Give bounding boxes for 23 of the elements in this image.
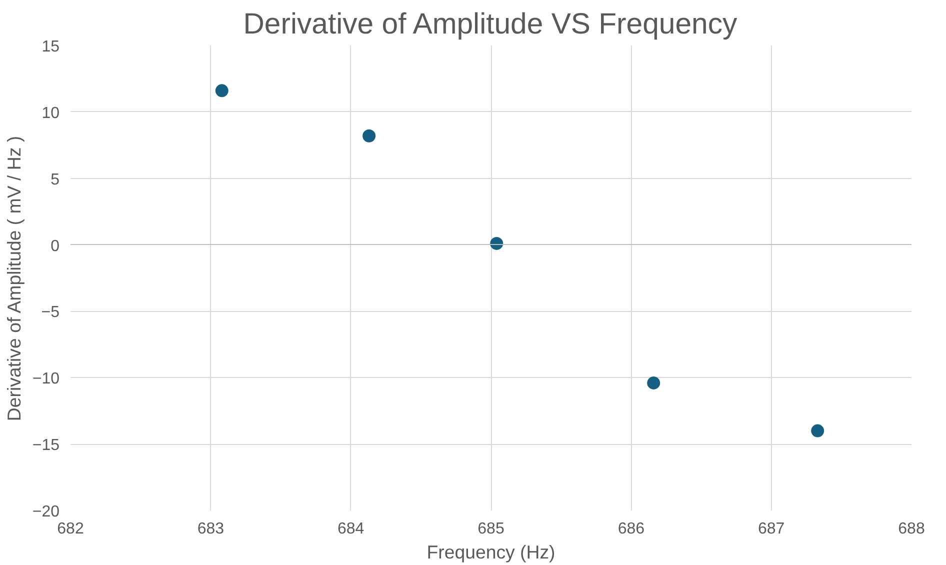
point	[362, 129, 376, 142]
x-tick-label: 687	[758, 520, 785, 538]
chart-title: Derivative of Amplitude VS Frequency	[243, 8, 738, 40]
y-tick-label: 0	[50, 238, 60, 255]
point	[811, 424, 824, 438]
x-tick-label: 682	[57, 520, 84, 538]
x-tick-label: 685	[478, 520, 504, 538]
x-axis-title: Frequency (Hz)	[426, 542, 556, 562]
x-tick-label: 688	[898, 520, 925, 538]
y-axis-title: Derivative of Amplitude ( mV / Hz )	[3, 136, 24, 422]
x-tick-label: 683	[197, 520, 224, 538]
y-tick-label: −10	[32, 370, 60, 388]
x-tick-label: 684	[337, 520, 364, 538]
y-tick-label: −20	[32, 504, 60, 520]
y-tick-label: −5	[41, 304, 60, 322]
point	[215, 84, 228, 98]
point	[647, 376, 660, 390]
x-tick-label: 686	[618, 520, 645, 538]
y-tick-label: 15	[42, 38, 60, 56]
point	[490, 236, 504, 250]
y-tick-label: 5	[50, 171, 60, 188]
y-tick-label: −15	[32, 437, 60, 454]
y-tick-label: 10	[42, 104, 60, 122]
